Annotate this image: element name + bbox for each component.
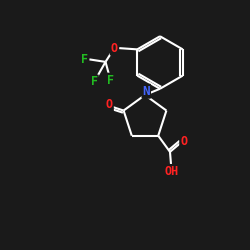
Text: F: F — [91, 75, 98, 88]
Text: O: O — [180, 135, 187, 148]
Text: O: O — [111, 42, 118, 54]
Text: F: F — [81, 53, 88, 66]
Text: O: O — [106, 98, 113, 111]
Text: N: N — [142, 85, 150, 98]
Text: F: F — [107, 74, 114, 86]
Text: OH: OH — [164, 165, 178, 178]
